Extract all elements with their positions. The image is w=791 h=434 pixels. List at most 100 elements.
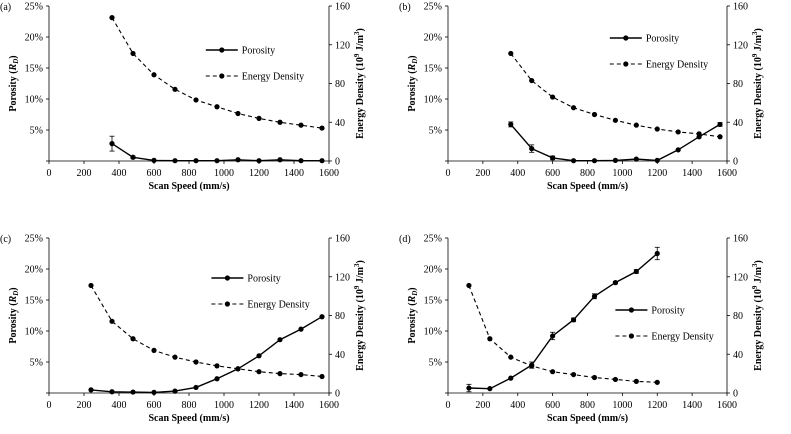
legend-marker [219,73,225,79]
left-y-tick-label: 5% [30,126,43,137]
left-y-tick-label: 15% [424,64,442,75]
legend-label: Porosity [646,34,679,45]
data-point-porosity [298,158,304,164]
data-point-porosity [570,317,577,323]
legend-label: Porosity [651,306,684,317]
data-point-energy-density [130,50,136,57]
left-y-tick-label: 25% [424,2,442,13]
series-line-energy-density [468,285,658,383]
data-point-porosity [130,389,136,395]
data-point-energy-density [130,336,136,342]
legend-marker [623,61,629,67]
x-tick-label: 400 [112,168,127,179]
x-tick-label: 600 [545,168,560,179]
legend-label: Porosity [242,46,275,57]
series-line-porosity [90,316,323,394]
right-y-tick-label: 80 [733,311,743,322]
data-point-energy-density [633,122,639,128]
data-point-energy-density [151,72,157,78]
x-tick-label: 200 [475,168,490,179]
left-y-tick-label: 15% [424,296,442,307]
data-point-porosity [633,156,639,162]
data-point-porosity [612,280,619,286]
data-point-energy-density [277,119,283,125]
right-y-tick-label: 0 [733,157,738,168]
data-point-energy-density [256,369,262,375]
data-point-energy-density [151,347,157,353]
data-point-porosity [151,157,157,163]
x-axis-title: Scan Speed (mm/s) [148,413,229,424]
data-point-energy-density [612,117,619,123]
x-tick-label: 800 [182,168,197,179]
x-tick-label: 1200 [249,168,269,179]
left-y-tick-label: 25% [25,234,43,245]
data-point-porosity [193,384,199,391]
right-y-tick-label: 0 [335,389,340,400]
data-point-porosity [654,250,660,257]
right-y-tick-label: 120 [733,40,748,51]
left-y-tick-label: 10% [25,95,43,106]
panel-label: (a) [0,2,11,13]
data-point-porosity [654,157,660,163]
left-y-tick-label: 25% [424,234,442,245]
left-y-axis-title: Porosity (RD) [407,287,419,343]
left-y-tick-label: 15% [25,296,43,307]
data-point-energy-density [109,15,115,21]
x-axis-title: Scan Speed (mm/s) [148,181,229,192]
x-tick-label: 1600 [717,400,737,411]
data-point-porosity [529,146,535,152]
x-tick-label: 1000 [612,400,632,411]
data-point-porosity [319,314,325,320]
left-y-tick-label: 5% [429,358,442,369]
x-tick-label: 1200 [647,400,667,411]
data-point-porosity [675,147,681,153]
data-point-porosity [319,158,325,164]
x-tick-label: 1600 [717,168,737,179]
data-point-porosity [109,389,115,395]
right-y-axis-title: Energy Density (109 J/m3) [353,28,366,139]
right-y-tick-label: 120 [335,40,350,51]
data-point-porosity [193,158,199,164]
data-point-energy-density [550,369,556,375]
right-y-tick-label: 40 [733,350,743,361]
x-tick-label: 800 [580,168,595,179]
panel-label: (d) [399,234,411,245]
data-point-energy-density [550,94,556,100]
x-tick-label: 600 [147,168,162,179]
left-y-tick-label: 5% [30,358,43,369]
data-point-energy-density [88,282,94,289]
data-point-porosity [172,158,178,164]
data-point-porosity [88,387,94,393]
data-point-energy-density [508,50,514,57]
legend-label: Energy Density [651,332,713,343]
data-point-energy-density [591,374,598,381]
data-point-porosity [466,385,472,391]
data-point-energy-density [193,97,199,103]
x-axis-title: Scan Speed (mm/s) [547,413,628,424]
left-y-tick-label: 20% [25,265,43,276]
data-point-porosity [591,158,598,164]
x-tick-label: 1400 [284,168,304,179]
x-tick-label: 0 [47,168,52,179]
data-point-energy-density [633,378,639,384]
data-point-porosity [214,376,220,382]
legend-marker [224,275,230,281]
panel-label: (c) [0,234,11,245]
data-point-energy-density [193,359,199,365]
right-y-axis-title: Energy Density (109 J/m3) [751,260,764,371]
right-y-tick-label: 80 [733,79,743,90]
data-point-porosity [214,158,220,164]
data-point-energy-density [654,379,660,385]
data-point-porosity [172,388,178,394]
legend-marker [224,301,230,307]
x-tick-label: 1200 [647,168,667,179]
data-point-porosity [235,157,241,163]
left-y-tick-label: 15% [25,64,43,75]
right-y-tick-label: 120 [335,272,350,283]
x-tick-label: 200 [77,400,92,411]
left-y-tick-label: 20% [424,265,442,276]
x-tick-label: 0 [47,400,52,411]
data-point-energy-density [717,134,723,140]
data-point-porosity [550,333,556,339]
